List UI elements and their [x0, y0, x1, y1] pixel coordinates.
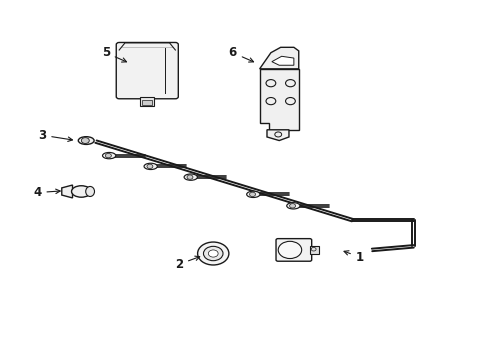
Bar	[141, 96, 154, 105]
Ellipse shape	[184, 174, 197, 180]
Ellipse shape	[86, 186, 95, 197]
Bar	[310, 246, 318, 254]
Polygon shape	[267, 130, 289, 140]
Circle shape	[208, 250, 218, 257]
Circle shape	[203, 246, 223, 261]
Text: 5: 5	[101, 46, 126, 62]
Circle shape	[278, 241, 302, 258]
Circle shape	[290, 204, 295, 208]
Ellipse shape	[78, 137, 94, 144]
Ellipse shape	[246, 191, 260, 198]
Circle shape	[147, 164, 153, 168]
Text: 3: 3	[38, 129, 73, 142]
Bar	[143, 100, 152, 104]
Circle shape	[105, 153, 111, 158]
Ellipse shape	[72, 186, 91, 197]
FancyBboxPatch shape	[276, 239, 312, 261]
Text: 6: 6	[229, 46, 253, 62]
Circle shape	[187, 175, 193, 179]
Polygon shape	[260, 47, 299, 69]
Ellipse shape	[144, 163, 157, 170]
Polygon shape	[260, 69, 299, 130]
Polygon shape	[272, 56, 294, 65]
Text: 1: 1	[344, 251, 364, 264]
FancyBboxPatch shape	[116, 42, 178, 99]
Circle shape	[197, 242, 229, 265]
Text: 2: 2	[175, 256, 200, 271]
Text: 4: 4	[33, 186, 60, 199]
Circle shape	[249, 192, 255, 197]
Circle shape	[81, 138, 89, 143]
Ellipse shape	[102, 152, 116, 159]
Polygon shape	[62, 185, 73, 198]
Ellipse shape	[287, 203, 300, 209]
